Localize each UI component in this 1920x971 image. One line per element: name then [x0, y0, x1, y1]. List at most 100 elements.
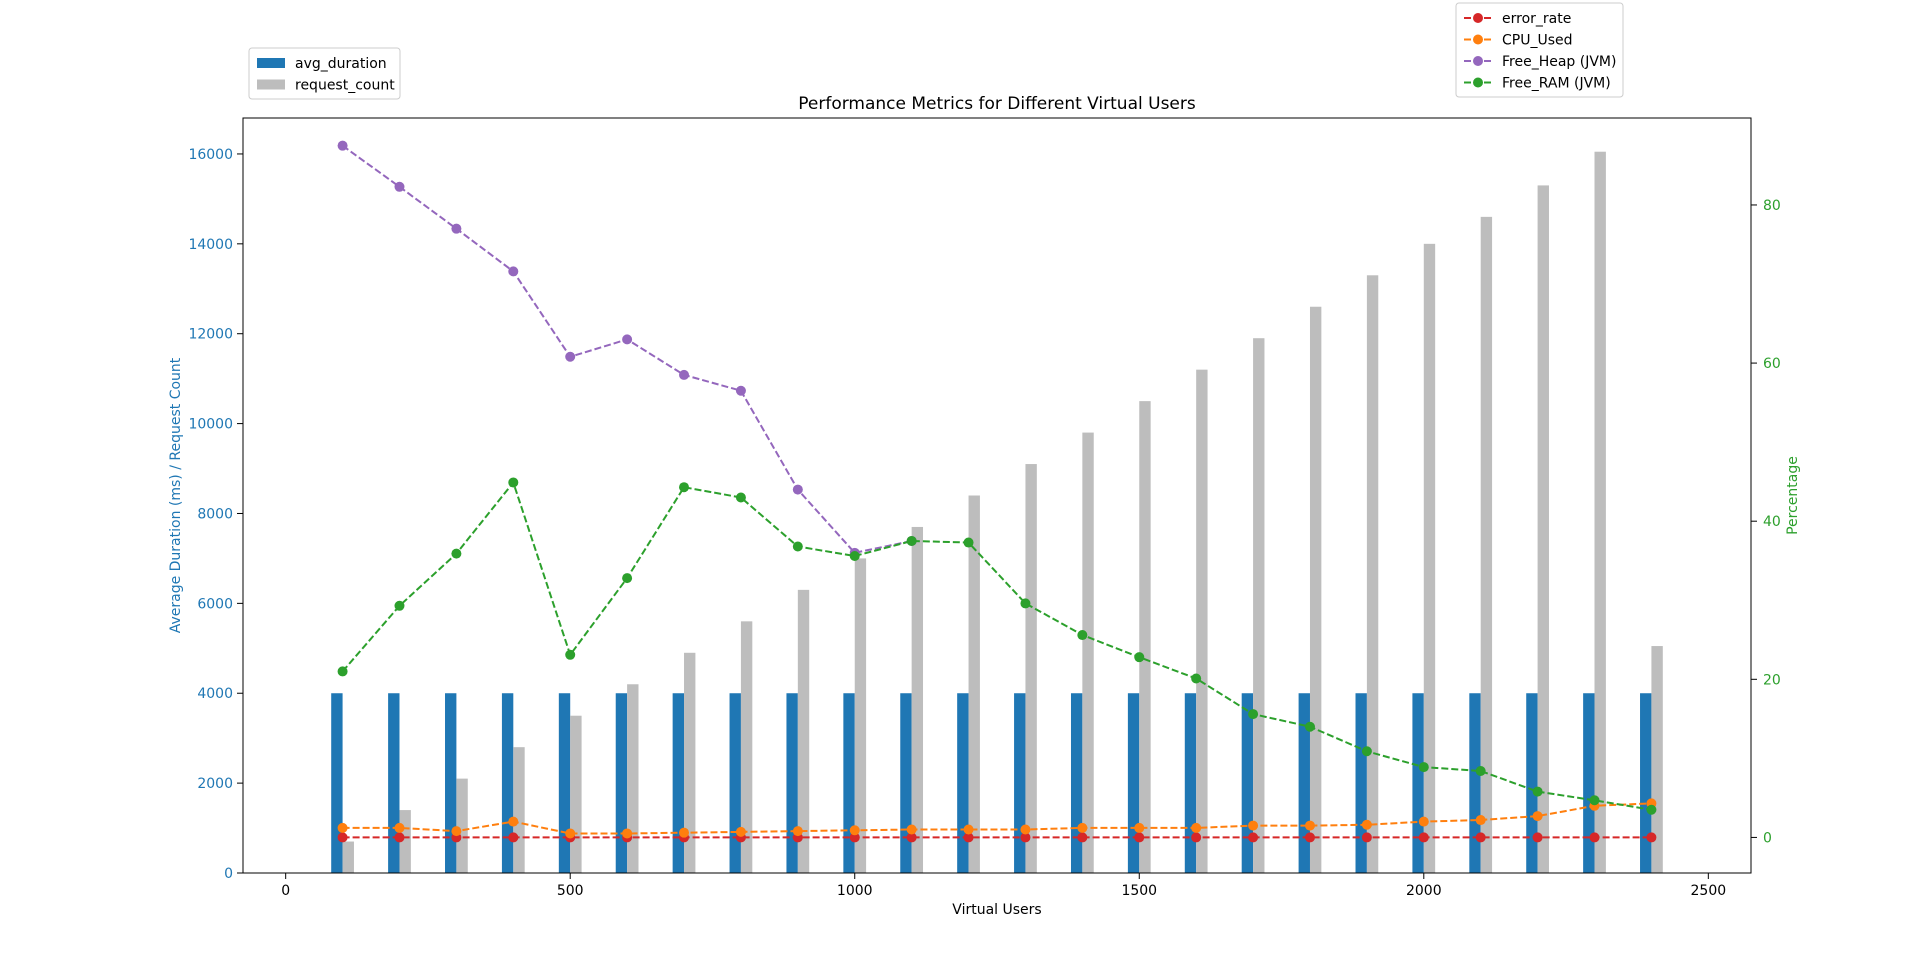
point-free-ram-jvm: [1304, 721, 1315, 732]
bar-avg-duration: [672, 693, 685, 873]
bar-request-count: [911, 526, 924, 873]
point-cpu-used: [1191, 822, 1202, 833]
y-left-tick-label: 2000: [197, 776, 233, 792]
bar-avg-duration: [1526, 693, 1538, 873]
x-tick-label: 2500: [1691, 883, 1727, 899]
y-left-tick-label: 4000: [197, 686, 233, 702]
point-cpu-used: [906, 824, 917, 835]
bar-avg-duration: [1127, 693, 1140, 873]
point-error-rate: [963, 832, 974, 843]
point-free-ram-jvm: [679, 482, 690, 493]
lines-layer: [337, 140, 1657, 843]
bar-avg-duration: [1014, 693, 1026, 873]
point-error-rate: [849, 832, 860, 843]
point-free-ram-jvm: [849, 550, 860, 561]
legend-label: avg_duration: [295, 56, 387, 72]
point-error-rate: [394, 832, 405, 843]
point-free-ram-jvm: [1418, 762, 1429, 773]
bar-request-count: [399, 810, 411, 873]
point-error-rate: [1248, 832, 1259, 843]
point-free-ram-jvm: [1532, 786, 1543, 797]
y-right-tick-label: 80: [1763, 198, 1781, 214]
point-free-heap-jvm: [508, 266, 519, 277]
point-cpu-used: [1361, 819, 1372, 830]
point-cpu-used: [337, 822, 348, 833]
point-free-heap-jvm: [735, 385, 746, 396]
bar-request-count: [1309, 306, 1322, 873]
legend-item-cpu-used: CPU_Used: [1464, 33, 1573, 49]
y-left-tick-label: 8000: [197, 506, 233, 522]
point-cpu-used: [963, 824, 974, 835]
point-free-heap-jvm: [337, 140, 348, 151]
point-free-ram-jvm: [963, 537, 974, 548]
legend-label: error_rate: [1502, 11, 1571, 27]
point-free-ram-jvm: [1020, 598, 1031, 609]
point-free-ram-jvm: [394, 600, 405, 611]
point-cpu-used: [508, 816, 519, 827]
point-free-ram-jvm: [337, 666, 348, 677]
point-free-ram-jvm: [1361, 746, 1372, 757]
line-cpu-used: [342, 802, 1652, 835]
point-cpu-used: [1418, 816, 1429, 827]
x-tick-label: 0: [281, 883, 290, 899]
y-right-tick-label: 20: [1763, 672, 1781, 688]
point-free-ram-jvm: [792, 541, 803, 552]
point-error-rate: [1134, 832, 1145, 843]
bar-avg-duration: [1583, 693, 1595, 873]
point-free-ram-jvm: [1646, 804, 1657, 815]
bar-request-count: [968, 495, 980, 873]
point-free-ram-jvm: [508, 477, 519, 488]
legend-right: error_rate CPU_Used Free_Heap (JVM) Free_RA…: [1455, 2, 1624, 98]
legend-swatch: [257, 58, 285, 68]
bar-request-count: [1253, 338, 1265, 873]
point-cpu-used: [1020, 824, 1031, 835]
point-cpu-used: [451, 826, 462, 837]
point-cpu-used: [792, 826, 803, 837]
point-error-rate: [1191, 832, 1202, 843]
point-cpu-used: [1248, 820, 1259, 831]
x-tick-label: 1000: [837, 883, 873, 899]
bar-avg-duration: [388, 693, 400, 873]
bar-avg-duration: [1355, 693, 1367, 873]
bar-request-count: [1594, 151, 1606, 874]
point-cpu-used: [565, 828, 576, 839]
bar-request-count: [797, 589, 810, 873]
point-free-heap-jvm: [451, 223, 462, 234]
legend-item-free-ram-jvm: Free_RAM (JVM): [1464, 76, 1611, 92]
point-error-rate: [1361, 832, 1372, 843]
legend-swatch-marker: [1473, 34, 1483, 45]
point-error-rate: [1418, 832, 1429, 843]
point-cpu-used: [622, 828, 633, 839]
bar-avg-duration: [1298, 693, 1310, 873]
legend-label: CPU_Used: [1502, 33, 1573, 49]
point-free-ram-jvm: [565, 649, 576, 660]
bar-series-request-count: [342, 151, 1663, 874]
bar-avg-duration: [1412, 693, 1424, 873]
bar-request-count: [1480, 216, 1493, 874]
bar-request-count: [1537, 185, 1549, 874]
bar-request-count: [570, 715, 582, 873]
point-free-ram-jvm: [1475, 766, 1486, 777]
y-left-tick-label: 0: [224, 866, 233, 882]
point-cpu-used: [735, 826, 746, 837]
bar-request-count: [1651, 646, 1663, 873]
point-free-ram-jvm: [1248, 709, 1259, 720]
bar-avg-duration: [843, 693, 855, 873]
bar-request-count: [456, 778, 468, 873]
point-cpu-used: [1077, 822, 1088, 833]
x-axis-label: Virtual Users: [952, 902, 1041, 918]
y-left-tick-label: 10000: [188, 417, 233, 433]
bar-avg-duration: [957, 693, 969, 873]
bar-avg-duration: [1640, 693, 1652, 873]
bar-request-count: [1366, 275, 1379, 874]
point-free-heap-jvm: [792, 484, 803, 495]
bar-avg-duration: [729, 693, 741, 873]
y-left-tick-label: 6000: [197, 596, 233, 612]
plot-frame: [242, 117, 1752, 874]
bar-avg-duration: [501, 693, 514, 873]
bar-avg-duration: [1184, 693, 1197, 873]
point-error-rate: [1020, 832, 1031, 843]
legend-box: [1455, 2, 1624, 98]
y-left-tick-label: 16000: [188, 147, 233, 163]
line-series-error-rate: [337, 832, 1657, 843]
